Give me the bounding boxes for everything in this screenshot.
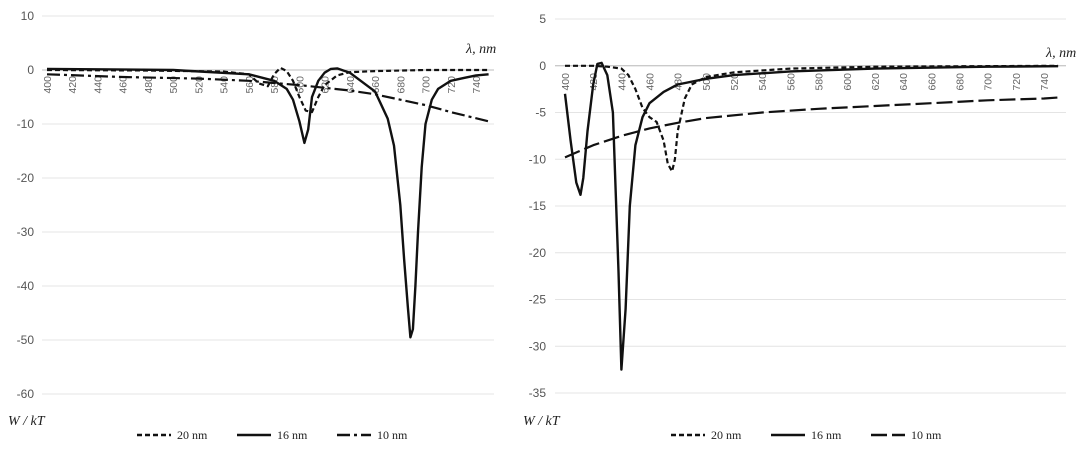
- y-tick-label: 0: [27, 63, 34, 77]
- y-tick-label: -25: [529, 293, 547, 307]
- legend-label: 20 nm: [711, 428, 742, 442]
- y-axis-label: W / kT: [523, 414, 561, 429]
- x-tick-label: 700: [983, 73, 995, 91]
- y-tick-label: -60: [17, 387, 35, 401]
- x-tick-label: 400: [560, 73, 572, 91]
- x-tick-label: 700: [421, 76, 433, 94]
- x-tick-label: 480: [673, 73, 685, 91]
- legend-label: 20 nm: [177, 428, 208, 442]
- x-tick-label: 620: [870, 73, 882, 91]
- y-tick-label: -50: [17, 333, 35, 347]
- y-tick-label: -35: [529, 386, 547, 400]
- y-tick-label: 0: [539, 59, 546, 73]
- y-tick-label: -15: [529, 199, 547, 213]
- y-tick-label: -10: [17, 117, 35, 131]
- x-axis-label: λ, nm: [1045, 46, 1076, 61]
- y-tick-label: -20: [17, 171, 35, 185]
- x-tick-label: 500: [701, 73, 713, 91]
- series-line-16-nm: [563, 61, 1059, 371]
- y-tick-label: -30: [17, 225, 35, 239]
- chart-left: 10 0 -10 -20 -30 -40 -50 -60 400 420 440 460 480 500 5…: [8, 9, 496, 442]
- legend-label: 10 nm: [911, 428, 942, 442]
- x-tick-label: 560: [785, 73, 797, 91]
- x-tick-label: 540: [757, 73, 769, 91]
- y-tick-label: 5: [539, 12, 546, 26]
- x-tick-label: 660: [926, 73, 938, 91]
- y-tick-label: -40: [17, 279, 35, 293]
- x-tick-label: 740: [1039, 73, 1051, 91]
- x-tick-label: 680: [954, 73, 966, 91]
- x-tick-label: 680: [395, 76, 407, 94]
- x-tick-label: 460: [118, 76, 130, 94]
- x-tick-label: 440: [92, 76, 104, 94]
- x-tick-label: 440: [616, 73, 628, 91]
- y-tick-label: -5: [535, 106, 546, 120]
- x-tick-label: 740: [471, 76, 483, 94]
- x-tick-label: 500: [168, 76, 180, 94]
- x-tick-label: 520: [729, 73, 741, 91]
- legend-label: 10 nm: [377, 428, 408, 442]
- legend-label: 16 nm: [277, 428, 308, 442]
- series-line-10-nm: [46, 73, 489, 123]
- series-line-20-nm: [565, 64, 1059, 173]
- y-tick-label: -20: [529, 246, 547, 260]
- y-tick-label: -10: [529, 152, 547, 166]
- x-tick-label: 420: [67, 76, 79, 94]
- x-tick-label: 520: [193, 76, 205, 94]
- x-tick-label: 720: [1011, 73, 1023, 91]
- y-axis-label: W / kT: [8, 414, 46, 429]
- x-tick-label: 400: [42, 76, 54, 94]
- x-tick-label: 640: [345, 76, 357, 94]
- x-axis-label: λ, nm: [465, 42, 496, 57]
- series-line-16-nm: [46, 67, 489, 339]
- x-tick-label: 460: [645, 73, 657, 91]
- y-tick-label: 10: [21, 9, 35, 23]
- x-tick-label: 480: [143, 76, 155, 94]
- x-tick-label: 580: [814, 73, 826, 91]
- y-tick-label: -30: [529, 339, 547, 353]
- legend-label: 16 nm: [811, 428, 842, 442]
- x-tick-label: 640: [898, 73, 910, 91]
- series-line-10-nm: [564, 96, 1059, 159]
- x-tick-label: 600: [842, 73, 854, 91]
